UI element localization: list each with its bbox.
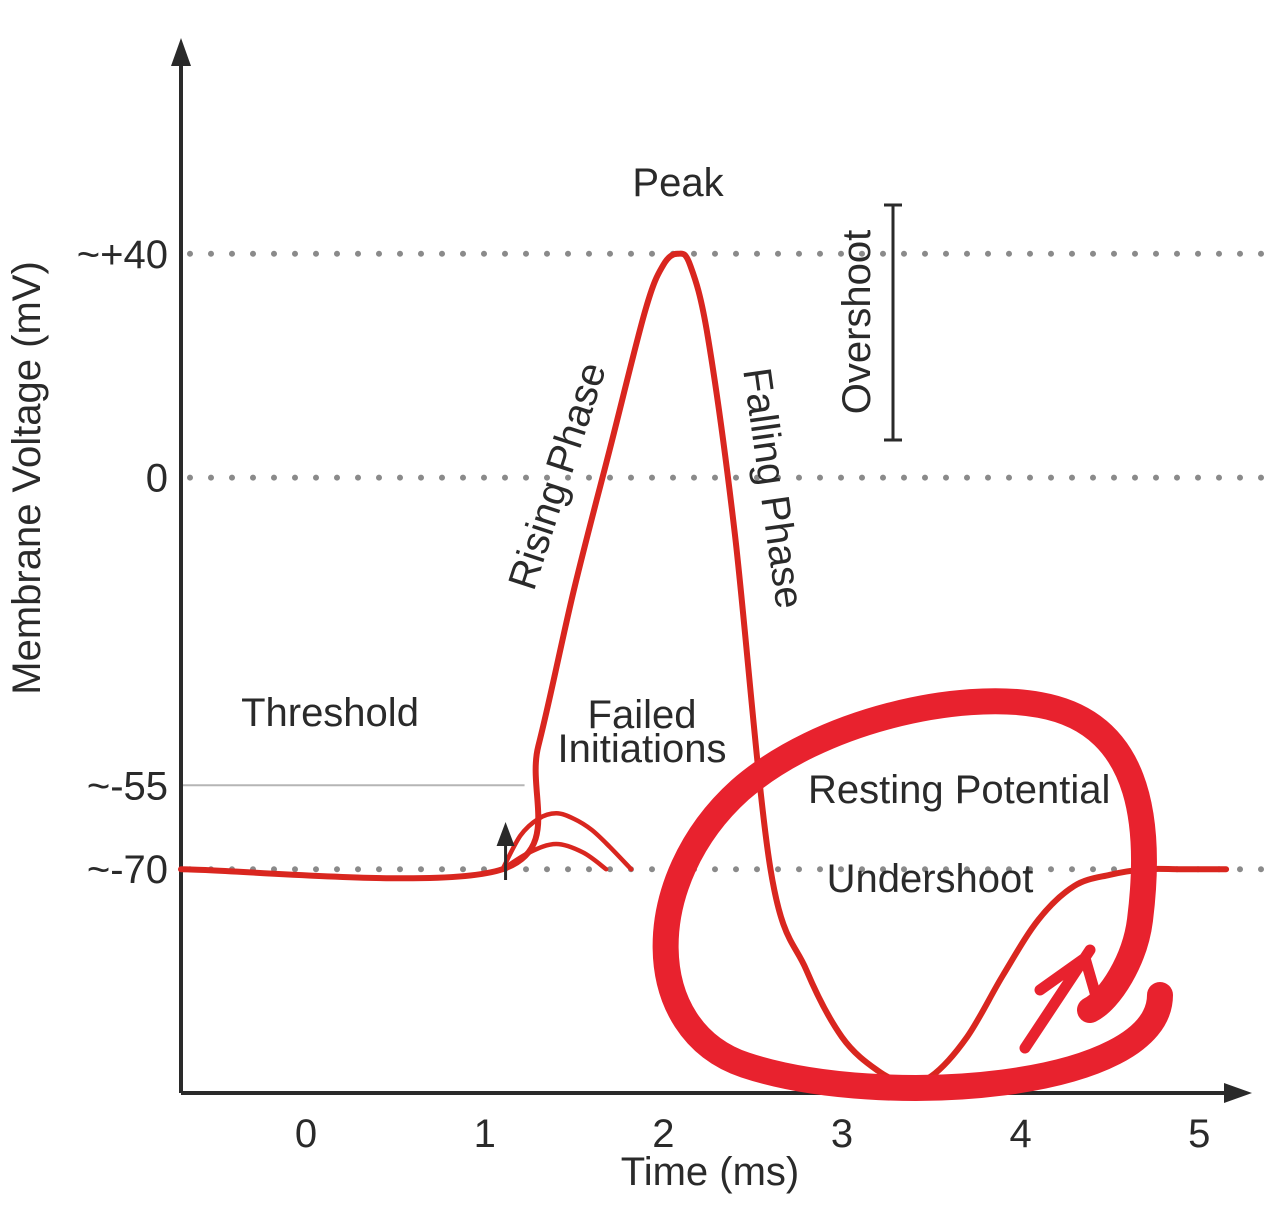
failed-label: Failed: [588, 693, 697, 737]
highlight-circle: [652, 688, 1173, 1101]
y-tick-label: ~-55: [87, 764, 168, 808]
y-axis-title: Membrane Voltage (mV): [5, 261, 49, 695]
undershoot-label: Undershoot: [827, 857, 1034, 901]
action-potential-line: [178, 250, 1230, 1086]
rising-phase-label: Rising Phase: [500, 357, 615, 595]
failed-initiation-line: [500, 811, 634, 872]
overshoot-label: Overshoot: [835, 230, 879, 415]
x-tick-label: 5: [1188, 1112, 1210, 1156]
axes: [171, 38, 1252, 1103]
threshold-label: Threshold: [241, 691, 419, 735]
series-group: [178, 250, 1230, 1086]
x-tick-label: 1: [474, 1112, 496, 1156]
y-tick-label: 0: [146, 457, 168, 501]
x-tick-label: 0: [295, 1112, 317, 1156]
highlight-arrow-icon: [1019, 944, 1106, 1054]
falling-phase-label: Falling Phase: [734, 365, 811, 611]
stimulus-arrow-icon: [496, 822, 515, 880]
overshoot-bracket: [884, 203, 902, 442]
x-tick-labels: 0 1 2 3 4 5: [295, 1112, 1210, 1156]
failed-initiation-line: [500, 841, 609, 872]
y-axis-arrow: [171, 38, 191, 66]
peak-label: Peak: [632, 161, 724, 205]
x-axis-title: Time (ms): [621, 1150, 799, 1194]
stimulus-arrow-head: [496, 822, 515, 846]
x-tick-label: 2: [652, 1112, 674, 1156]
x-axis-arrow: [1224, 1083, 1252, 1103]
x-tick-label: 3: [831, 1112, 853, 1156]
y-tick-label: ~-70: [87, 848, 168, 892]
x-tick-label: 4: [1010, 1112, 1032, 1156]
resting-potential-label: Resting Potential: [808, 768, 1110, 812]
y-tick-labels: ~+40 0 ~-55 ~-70: [77, 233, 168, 892]
reference-lines: [181, 250, 1265, 873]
highlight-circle-annotation: [652, 688, 1173, 1101]
y-tick-label: ~+40: [77, 233, 168, 277]
initiations-label: Initiations: [558, 727, 727, 771]
